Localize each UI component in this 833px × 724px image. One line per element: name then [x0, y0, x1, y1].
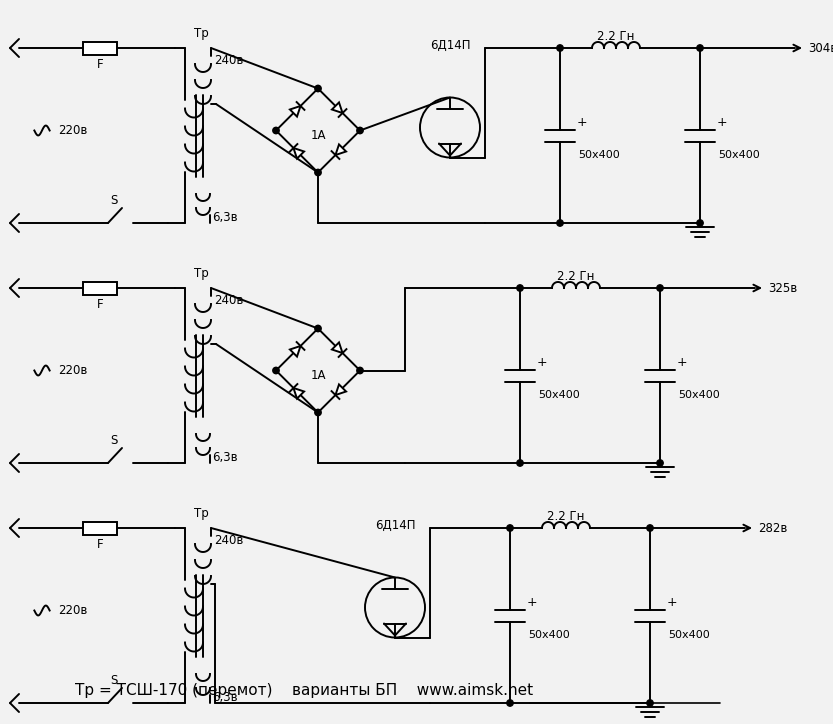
Text: 220в: 220в [58, 604, 87, 617]
Circle shape [506, 525, 513, 531]
Text: 50х400: 50х400 [668, 631, 710, 641]
Bar [83, 521, 117, 534]
Text: +: + [527, 596, 537, 608]
Text: 282в: 282в [758, 521, 787, 534]
Text: F: F [97, 57, 103, 70]
Text: 220в: 220в [58, 364, 87, 377]
Circle shape [656, 460, 663, 466]
Text: S: S [110, 195, 117, 208]
Circle shape [556, 220, 563, 226]
Circle shape [696, 45, 703, 51]
Polygon shape [336, 144, 346, 155]
Polygon shape [290, 346, 301, 357]
Circle shape [315, 85, 322, 92]
Circle shape [696, 220, 703, 226]
Polygon shape [336, 384, 346, 395]
Text: +: + [537, 355, 547, 369]
Text: 50х400: 50х400 [578, 151, 620, 161]
Text: 240в: 240в [214, 54, 243, 67]
Text: F: F [97, 298, 103, 311]
Circle shape [315, 169, 322, 176]
Circle shape [646, 700, 653, 706]
Circle shape [357, 127, 363, 134]
Circle shape [315, 325, 322, 332]
Text: F: F [97, 537, 103, 550]
Circle shape [516, 460, 523, 466]
Polygon shape [290, 106, 301, 117]
Circle shape [272, 367, 279, 374]
Circle shape [656, 285, 663, 291]
Text: 1A: 1A [310, 129, 326, 142]
Text: S: S [110, 675, 117, 688]
Text: 50х400: 50х400 [678, 390, 720, 400]
Text: Тр = ТСШ-170 (перемот)    варианты БП    www.aimsk.net: Тр = ТСШ-170 (перемот) варианты БП www.a… [75, 683, 533, 697]
Text: S: S [110, 434, 117, 447]
Text: 2.2 Гн: 2.2 Гн [597, 30, 635, 43]
Circle shape [357, 367, 363, 374]
Text: 325в: 325в [768, 282, 797, 295]
Text: 6,3в: 6,3в [212, 211, 237, 224]
Text: Тр: Тр [193, 508, 208, 521]
Text: 6,3в: 6,3в [212, 691, 237, 704]
Text: 50х400: 50х400 [718, 151, 760, 161]
Polygon shape [293, 148, 304, 159]
Text: 50х400: 50х400 [528, 631, 570, 641]
Text: +: + [677, 355, 687, 369]
Text: Тр: Тр [193, 267, 208, 280]
Text: 6Д14П: 6Д14П [375, 518, 415, 531]
Circle shape [646, 525, 653, 531]
Text: +: + [667, 596, 677, 608]
Text: +: + [717, 116, 727, 128]
Text: 240в: 240в [214, 293, 243, 306]
Polygon shape [332, 342, 342, 353]
Text: 6,3в: 6,3в [212, 452, 237, 465]
Circle shape [315, 409, 322, 416]
Text: 2.2 Гн: 2.2 Гн [547, 510, 585, 523]
Text: 304в: 304в [808, 41, 833, 54]
Text: 220в: 220в [58, 124, 87, 137]
Polygon shape [332, 102, 342, 113]
Text: +: + [577, 116, 587, 128]
Polygon shape [293, 388, 304, 399]
Text: 2.2 Гн: 2.2 Гн [557, 269, 595, 282]
Text: 6Д14П: 6Д14П [430, 38, 471, 51]
Circle shape [516, 285, 523, 291]
Text: 240в: 240в [214, 534, 243, 547]
Text: Тр: Тр [193, 28, 208, 41]
Circle shape [272, 127, 279, 134]
Circle shape [506, 700, 513, 706]
Circle shape [556, 45, 563, 51]
Bar [83, 282, 117, 295]
Bar [83, 41, 117, 54]
Text: 1A: 1A [310, 369, 326, 382]
Text: 50х400: 50х400 [538, 390, 580, 400]
